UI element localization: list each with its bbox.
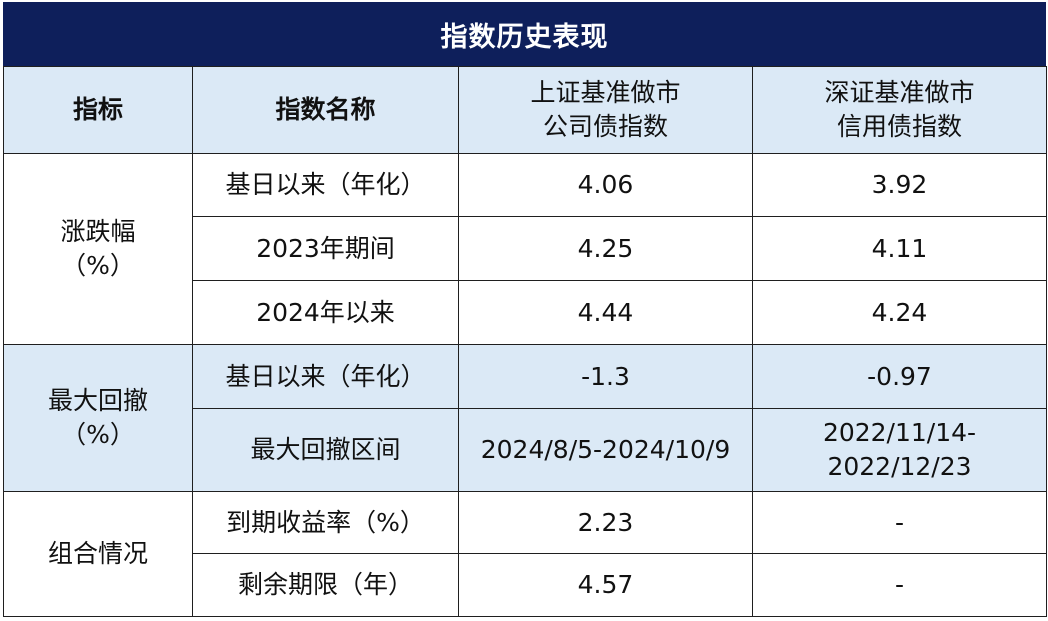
header-index-name: 指数名称 [192, 66, 459, 154]
table-title: 指数历史表现 [3, 2, 1046, 66]
header-row: 指标 指数名称 上证基准做市 公司债指数 深证基准做市 信用债指数 [3, 66, 1047, 154]
group-label-line2: （%） [61, 251, 135, 280]
value-sse: 4.57 [458, 553, 753, 617]
table-row: 涨跌幅 （%） 基日以来（年化） 4.06 3.92 [3, 153, 1047, 345]
header-indicator: 指标 [3, 66, 193, 154]
group-label-change: 涨跌幅 （%） [3, 153, 193, 345]
row-name: 2023年期间 [192, 216, 459, 281]
row-name: 最大回撤区间 [192, 408, 459, 492]
header-szse-line1: 深证基准做市 [824, 78, 975, 107]
table-row: 组合情况 到期收益率（%） 2.23 - [3, 491, 1047, 617]
value-szse-line1: 2022/11/14- [822, 418, 977, 447]
value-szse: 3.92 [752, 153, 1047, 217]
index-performance-table-container: 指数历史表现 指标 指数名称 上证基准做市 公司债指数 深证基准做市 信用债指数… [3, 2, 1047, 617]
table-row: 2023年期间 4.25 4.11 [4, 216, 1047, 281]
value-sse: 4.44 [458, 280, 753, 345]
group-label-line1: 涨跌幅 [60, 217, 136, 246]
value-szse: - [752, 491, 1047, 554]
value-szse: 4.11 [752, 216, 1047, 281]
value-szse: -0.97 [752, 344, 1047, 409]
header-szse-line2: 信用债指数 [836, 112, 962, 141]
table-row: 最大回撤 （%） 基日以来（年化） -1.3 -0.97 [3, 344, 1047, 492]
value-sse: 2.23 [458, 491, 753, 554]
group-label-line1: 最大回撤 [47, 386, 148, 415]
table-row: 最大回撤区间 2024/8/5-2024/10/9 2022/11/14- 20… [4, 408, 1047, 492]
row-name: 2024年以来 [192, 280, 459, 345]
row-name: 基日以来（年化） [192, 153, 459, 217]
value-szse: 4.24 [752, 280, 1047, 345]
value-szse: - [752, 553, 1047, 617]
header-szse-index: 深证基准做市 信用债指数 [752, 66, 1047, 154]
row-name: 到期收益率（%） [192, 491, 459, 554]
value-sse: 4.06 [458, 153, 753, 217]
value-szse-line2: 2022/12/23 [827, 452, 972, 481]
row-name: 剩余期限（年） [192, 553, 459, 617]
group-label-portfolio: 组合情况 [3, 491, 193, 617]
value-szse: 2022/11/14- 2022/12/23 [752, 408, 1047, 492]
header-sse-line1: 上证基准做市 [530, 78, 681, 107]
header-sse-index: 上证基准做市 公司债指数 [458, 66, 753, 154]
group-label-drawdown: 最大回撤 （%） [3, 344, 193, 492]
index-performance-table: 指标 指数名称 上证基准做市 公司债指数 深证基准做市 信用债指数 涨跌幅 （%… [3, 66, 1047, 617]
value-sse: 4.25 [458, 216, 753, 281]
header-sse-line2: 公司债指数 [542, 112, 668, 141]
table-row: 剩余期限（年） 4.57 - [4, 553, 1047, 617]
group-label-line2: （%） [61, 420, 135, 449]
value-sse: -1.3 [458, 344, 753, 409]
table-row: 2024年以来 4.44 4.24 [4, 280, 1047, 345]
row-name: 基日以来（年化） [192, 344, 459, 409]
value-sse: 2024/8/5-2024/10/9 [458, 408, 753, 492]
